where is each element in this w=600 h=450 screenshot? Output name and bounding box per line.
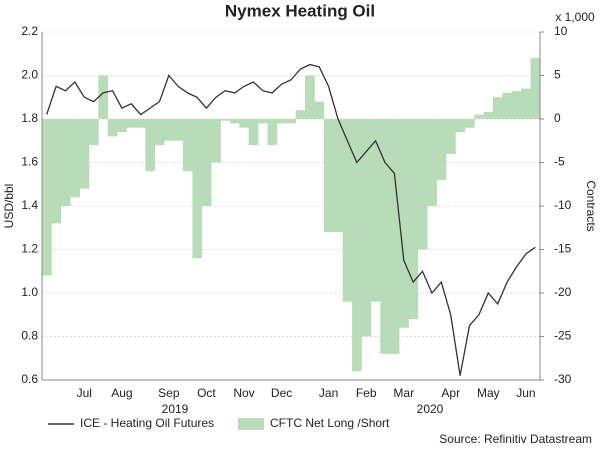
y-tick-label: 0.6 — [21, 372, 38, 386]
y-axis-label: USD/bbl — [2, 184, 16, 229]
source: Source: Refinitiv Datastream — [439, 432, 592, 446]
y2-tick-label: 5 — [554, 68, 561, 82]
bar — [98, 75, 109, 119]
bar — [79, 119, 90, 189]
bar — [483, 112, 494, 119]
bar — [154, 119, 165, 146]
y2-tick-label: -25 — [554, 329, 572, 343]
bar — [192, 119, 203, 259]
legend-label: ICE - Heating Oil Futures — [80, 416, 214, 430]
bar — [51, 119, 62, 224]
bar — [211, 119, 221, 163]
bar — [314, 101, 325, 119]
x-tick-label: Aug — [111, 386, 132, 400]
legend-swatch — [238, 418, 264, 430]
y-tick-label: 1.6 — [21, 155, 38, 169]
y-tick-label: 1.4 — [21, 198, 38, 212]
x-tick-label: May — [477, 386, 500, 400]
y-tick-label: 2.2 — [21, 24, 38, 38]
bar — [370, 119, 381, 302]
bar — [427, 119, 437, 206]
bar — [173, 119, 184, 141]
bar — [276, 119, 287, 124]
bar — [305, 75, 315, 119]
bar — [201, 119, 212, 206]
y-tick-label: 0.8 — [21, 329, 38, 343]
bar — [333, 119, 343, 233]
bar — [361, 119, 372, 337]
bar — [436, 119, 447, 180]
y2-unit: x 1,000 — [555, 10, 595, 24]
x-tick-label: Apr — [441, 386, 460, 400]
bar — [88, 119, 99, 146]
x-tick-label: Oct — [197, 386, 216, 400]
y2-tick-label: -30 — [554, 372, 572, 386]
bar — [530, 58, 541, 119]
bar — [464, 119, 475, 128]
x-tick-label: Nov — [233, 386, 254, 400]
bar — [126, 119, 137, 128]
bar — [229, 119, 240, 124]
y-tick-label: 2.0 — [21, 68, 38, 82]
y-tick-label: 1.0 — [21, 285, 38, 299]
bar — [502, 92, 513, 119]
y-tick-label: 1.8 — [21, 111, 38, 125]
bar — [389, 119, 400, 354]
y2-tick-label: 0 — [554, 111, 561, 125]
bar — [295, 110, 306, 119]
x-tick-label: Jun — [516, 386, 535, 400]
bar — [342, 119, 353, 302]
bar — [493, 97, 503, 119]
x-tick-label: Mar — [393, 386, 414, 400]
chart-title: Nymex Heating Oil — [225, 1, 375, 20]
x-tick-label: Feb — [356, 386, 377, 400]
bar — [164, 119, 174, 141]
bar — [352, 119, 362, 372]
bar — [380, 119, 390, 354]
bar — [239, 119, 250, 128]
bar — [408, 119, 419, 320]
bar — [248, 119, 259, 146]
bar — [107, 119, 118, 137]
x-group-label: 2020 — [417, 402, 444, 416]
y2-tick-label: 10 — [554, 24, 568, 38]
bar — [145, 119, 156, 172]
y-tick-label: 1.2 — [21, 242, 38, 256]
bar — [60, 119, 71, 206]
y2-tick-label: -5 — [554, 155, 565, 169]
bar — [135, 119, 146, 128]
bar — [286, 119, 296, 124]
bar — [521, 88, 531, 119]
y2-axis-label: Contracts — [584, 180, 598, 231]
bar — [267, 119, 278, 146]
bar — [323, 119, 334, 233]
y2-tick-label: -15 — [554, 242, 572, 256]
bar — [511, 91, 522, 119]
line — [46, 63, 536, 376]
bar — [182, 119, 193, 172]
legend-label: CFTC Net Long /Short — [270, 416, 390, 430]
bar — [455, 119, 466, 133]
bar — [446, 119, 456, 154]
x-group-label: 2019 — [162, 402, 189, 416]
x-tick-label: Jan — [319, 386, 338, 400]
bar — [417, 119, 428, 250]
bar — [474, 114, 484, 119]
bar — [42, 119, 52, 276]
y2-tick-label: -20 — [554, 285, 572, 299]
x-tick-label: Jul — [77, 386, 92, 400]
bar — [399, 119, 409, 328]
x-tick-label: Sep — [158, 386, 180, 400]
bar — [258, 119, 268, 124]
x-tick-label: Dec — [271, 386, 292, 400]
bar — [70, 119, 80, 198]
y2-tick-label: -10 — [554, 198, 572, 212]
bar — [220, 119, 231, 121]
bar — [117, 119, 127, 133]
